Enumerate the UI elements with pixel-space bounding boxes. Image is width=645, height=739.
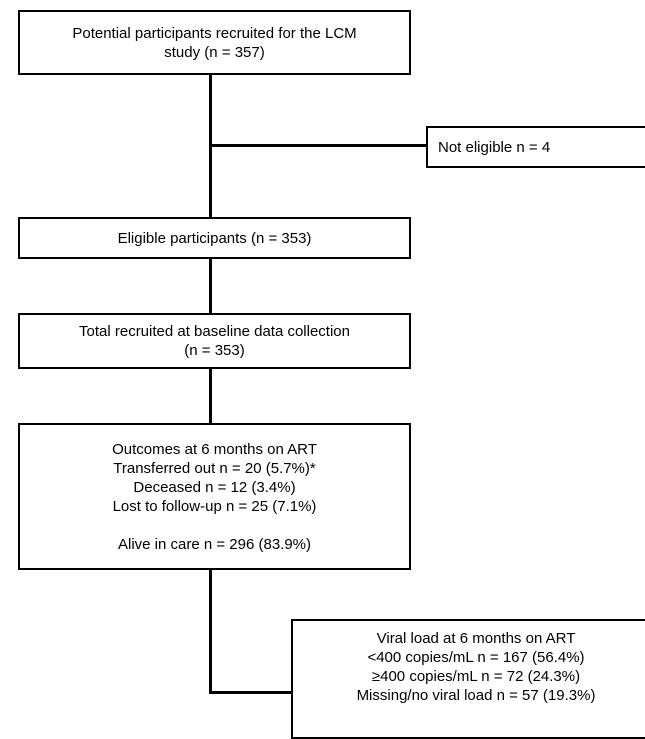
not-eligible-box: Not eligible n = 4 bbox=[426, 126, 645, 168]
not-eligible-line: Not eligible n = 4 bbox=[438, 138, 551, 156]
connector-baseline-to-outcomes bbox=[209, 368, 212, 424]
viral-load-over-400: ≥400 copies/mL n = 72 (24.3%) bbox=[371, 668, 581, 685]
baseline-line-1: Total recruited at baseline data collect… bbox=[79, 323, 350, 340]
viral-load-title: Viral load at 6 months on ART bbox=[376, 630, 576, 647]
viral-load-under-400: <400 copies/mL n = 167 (56.4%) bbox=[367, 649, 585, 666]
outcomes-title: Outcomes at 6 months on ART bbox=[112, 440, 317, 458]
outcomes-deceased: Deceased n = 12 (3.4%) bbox=[133, 478, 296, 496]
recruited-box: Potential participants recruited for the… bbox=[18, 10, 411, 75]
connector-eligible-to-baseline bbox=[209, 258, 212, 314]
outcomes-alive: Alive in care n = 296 (83.9%) bbox=[117, 535, 312, 553]
connector-branch-not-eligible bbox=[209, 144, 427, 147]
connector-outcomes-down bbox=[209, 569, 212, 693]
viral-load-missing: Missing/no viral load n = 57 (19.3%) bbox=[356, 687, 596, 704]
eligible-box: Eligible participants (n = 353) bbox=[18, 217, 411, 259]
outcomes-lost: Lost to follow-up n = 25 (7.1%) bbox=[112, 497, 317, 515]
viral-load-box: Viral load at 6 months on ART <400 copie… bbox=[291, 619, 645, 739]
eligible-line: Eligible participants (n = 353) bbox=[117, 229, 312, 247]
outcomes-box: Outcomes at 6 months on ART Transferred … bbox=[18, 423, 411, 570]
connector-to-viral-load bbox=[209, 691, 292, 694]
recruited-line-1: Potential participants recruited for the… bbox=[72, 24, 357, 42]
baseline-box: Total recruited at baseline data collect… bbox=[18, 313, 411, 369]
baseline-line-2: (n = 353) bbox=[184, 342, 245, 359]
outcomes-transferred: Transferred out n = 20 (5.7%)* bbox=[113, 459, 316, 477]
recruited-line-2: study (n = 357) bbox=[164, 43, 265, 61]
